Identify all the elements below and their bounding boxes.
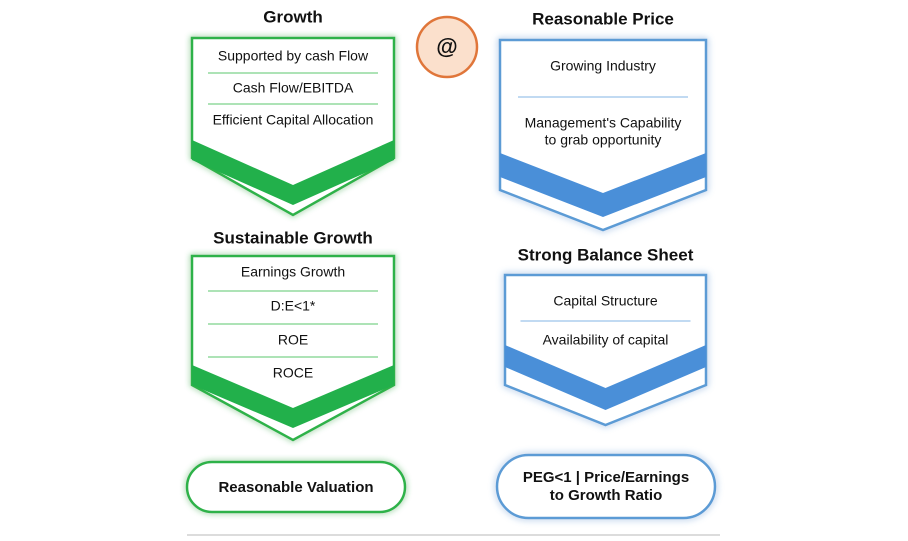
panel-item: Growing Industry xyxy=(550,58,656,74)
panel-item: Supported by cash Flow xyxy=(218,48,369,64)
panel-item: Management's Capability xyxy=(525,115,682,131)
panel-title: Sustainable Growth xyxy=(213,228,373,247)
outcome-label: PEG<1 | Price/Earnings xyxy=(523,469,689,486)
connector: @ xyxy=(436,34,457,59)
panel-item: to grab opportunity xyxy=(545,132,662,148)
outcome-pill xyxy=(185,460,407,514)
panel-item: D:E<1* xyxy=(271,298,316,314)
panel-item: ROCE xyxy=(273,365,313,381)
outcome-label: to Growth Ratio xyxy=(550,487,663,504)
connector-circle xyxy=(415,15,479,79)
panel-item: Cash Flow/EBITDA xyxy=(233,80,354,96)
panel-item: Earnings Growth xyxy=(241,264,345,280)
panels: Growth Supported by cash Flow Cash Flow/EB… xyxy=(190,7,708,442)
chevron-band xyxy=(192,365,394,428)
chevron-band xyxy=(192,140,394,205)
panel-item: Availability of capital xyxy=(543,332,669,348)
panel: Reasonable Price Growing Industry Manageme… xyxy=(498,9,708,232)
panel-title: Reasonable Price xyxy=(532,9,674,28)
panel-item: Efficient Capital Allocation xyxy=(213,112,374,128)
panel: Growth Supported by cash Flow Cash Flow/EB… xyxy=(190,7,396,217)
chevron-band xyxy=(500,153,706,217)
chevron-band xyxy=(505,345,706,410)
outcome-pill xyxy=(495,453,717,520)
panel-item: ROE xyxy=(278,332,308,348)
panel-title: Growth xyxy=(263,7,323,26)
panel: Strong Balance Sheet Capital Structure Ava… xyxy=(503,245,708,427)
panel-item: Capital Structure xyxy=(553,293,657,309)
panel-title: Strong Balance Sheet xyxy=(518,245,694,264)
outcome-label: Reasonable Valuation xyxy=(218,479,373,496)
panel: Sustainable Growth Earnings Growth D:E<1* R… xyxy=(190,228,396,442)
outcomes: Reasonable Valuation PEG<1 | Price/Earnin… xyxy=(185,453,717,520)
